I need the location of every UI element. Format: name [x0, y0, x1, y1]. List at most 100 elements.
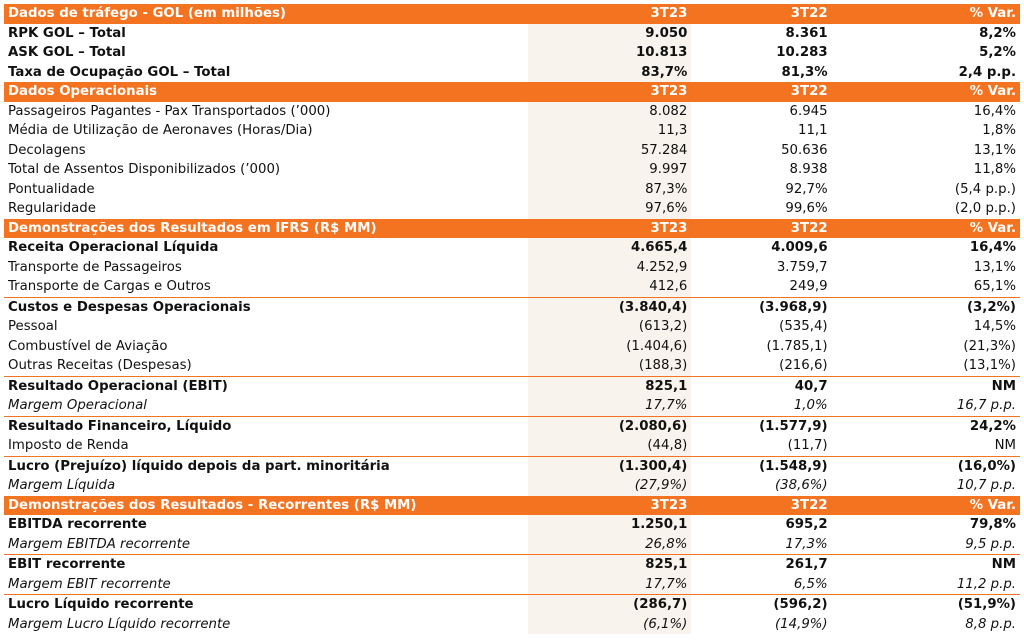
row-label: Margem Operacional — [8, 398, 148, 413]
value-3t23: 11,3 — [528, 121, 692, 141]
table-row: Pontualidade 87,3% 92,7% (5,4 p.p.) — [4, 179, 1020, 199]
value-var: 9,5 p.p. — [965, 536, 1016, 552]
value-var: (51,9%) — [831, 594, 1020, 615]
value-3t23: 10.813 — [528, 43, 692, 63]
row-label: Taxa de Ocupação GOL – Total — [8, 64, 231, 80]
row-label: Margem Líquida — [8, 478, 116, 493]
value-3t22: (1.577,9) — [691, 415, 832, 436]
column-header: 3T22 — [691, 4, 832, 24]
value-3t23: 17,7% — [528, 574, 692, 595]
value-var: (2,0 p.p.) — [954, 201, 1016, 216]
row-label: Outras Receitas (Despesas) — [8, 358, 192, 373]
value-3t23: 87,3% — [528, 179, 692, 199]
value-var: 1,8% — [982, 123, 1016, 138]
row-label: RPK GOL – Total — [8, 25, 126, 41]
column-header: 3T23 — [528, 82, 692, 102]
section-title: Demonstrações dos Resultados em IFRS (R$… — [4, 218, 529, 238]
row-label: EBIT recorrente — [4, 554, 529, 575]
value-3t22: 81,3% — [781, 64, 828, 80]
value-3t23: 83,7% — [528, 62, 692, 82]
value-3t23: 1.250,1 — [528, 515, 692, 535]
value-3t22: 3.759,7 — [776, 259, 828, 275]
section-title: Dados Operacionais — [4, 82, 529, 102]
value-var: 11,8% — [973, 162, 1016, 177]
column-header: 3T22 — [691, 495, 832, 515]
value-3t22: 6,5% — [793, 576, 828, 592]
row-label: Margem EBITDA recorrente — [8, 536, 191, 552]
row-label: Pessoal — [8, 319, 58, 334]
value-3t23: 26,8% — [528, 534, 692, 555]
value-var: 14,5% — [973, 319, 1016, 334]
value-var: 10,7 p.p. — [956, 478, 1016, 493]
value-var: (21,3%) — [963, 338, 1016, 354]
table-row: Transporte de Passageiros 4.252,9 3.759,7 1… — [4, 257, 1020, 277]
value-3t22: 92,7% — [785, 181, 828, 197]
value-3t23: 412,6 — [528, 277, 692, 297]
value-3t23: 17,7% — [528, 396, 692, 416]
value-var: 8,2% — [979, 25, 1016, 41]
value-3t22: (216,6) — [779, 358, 828, 373]
table-row: Taxa de Ocupação GOL – Total 83,7% 81,3% 2,… — [4, 62, 1020, 82]
value-3t22: (14,9%) — [774, 616, 828, 632]
value-3t23: (3.840,4) — [528, 296, 692, 317]
table-row: Outras Receitas (Despesas) (188,3) (216,6)… — [4, 356, 1020, 376]
table-row: Passageiros Pagantes - Pax Transportados… — [4, 101, 1020, 121]
table-row: EBITDA recorrente 1.250,1 695,2 79,8% — [4, 515, 1020, 535]
row-label: Imposto de Renda — [8, 438, 129, 453]
row-label: Receita Operacional Líquida — [8, 240, 219, 255]
value-3t23: 9.050 — [528, 23, 692, 43]
value-var: NM — [994, 438, 1016, 453]
section-header: Dados de tráfego - GOL (em milhões) 3T23 3… — [4, 4, 1020, 24]
value-var: (16,0%) — [831, 455, 1020, 476]
row-label: ASK GOL – Total — [8, 45, 126, 60]
value-var: 24,2% — [831, 415, 1020, 436]
value-3t23: 825,1 — [528, 375, 692, 396]
row-label: Média de Utilização de Aeronaves (Horas/… — [8, 123, 313, 138]
row-label: Regularidade — [8, 201, 96, 216]
value-3t22: 99,6% — [785, 201, 828, 216]
row-label: Pontualidade — [8, 181, 95, 197]
value-3t23: (6,1%) — [528, 614, 692, 634]
value-3t22: (535,4) — [779, 319, 828, 334]
row-label: Decolagens — [8, 142, 86, 158]
value-3t23: (44,8) — [528, 436, 692, 456]
value-3t23: 97,6% — [528, 199, 692, 219]
table-row: Margem Líquida (27,9%) (38,6%) 10,7 p.p. — [4, 476, 1020, 496]
value-3t22: (11,7) — [787, 438, 828, 453]
table-row: Margem EBITDA recorrente 26,8% 17,3% 9,5 p.… — [4, 534, 1020, 555]
table-row: Lucro (Prejuízo) líquido depois da part.… — [4, 455, 1020, 476]
table-row: EBIT recorrente 825,1 261,7 NM — [4, 554, 1020, 575]
value-3t22: (596,2) — [691, 594, 832, 615]
value-var: 2,4 p.p. — [958, 64, 1016, 80]
value-var: 16,7 p.p. — [956, 398, 1016, 413]
row-label: Lucro (Prejuízo) líquido depois da part.… — [4, 455, 529, 476]
section-title: Dados de tráfego - GOL (em milhões) — [4, 4, 529, 24]
table-row: Decolagens 57.284 50.636 13,1% — [4, 140, 1020, 160]
table-row: Margem EBIT recorrente 17,7% 6,5% 11,2 p.p. — [4, 574, 1020, 595]
table-row: Resultado Operacional (EBIT) 825,1 40,7 NM — [4, 375, 1020, 396]
row-label: Custos e Despesas Operacionais — [4, 296, 529, 317]
column-header: 3T22 — [691, 218, 832, 238]
value-var: 16,4% — [973, 103, 1016, 119]
table-row: Custos e Despesas Operacionais (3.840,4)(… — [4, 296, 1020, 317]
column-header: 3T23 — [528, 495, 692, 515]
value-3t22: 10.283 — [776, 45, 828, 60]
column-header: 3T23 — [528, 218, 692, 238]
column-header: % Var. — [831, 82, 1020, 102]
table-row: Transporte de Cargas e Outros 412,6 249,9 6… — [4, 277, 1020, 297]
row-label: Total de Assentos Disponibilizados (’000… — [8, 162, 281, 177]
row-label: Transporte de Passageiros — [8, 259, 182, 275]
row-label: Combustível de Aviação — [8, 338, 168, 354]
value-3t23: (188,3) — [528, 356, 692, 376]
value-3t22: 6.945 — [789, 103, 828, 119]
value-var: 8,8 p.p. — [965, 616, 1016, 632]
row-label: Resultado Operacional (EBIT) — [4, 375, 529, 396]
value-var: 11,2 p.p. — [956, 576, 1016, 592]
column-header: 3T23 — [528, 4, 692, 24]
table-row: ASK GOL – Total 10.813 10.283 5,2% — [4, 43, 1020, 63]
table-row: Pessoal (613,2) (535,4) 14,5% — [4, 317, 1020, 337]
value-3t23: (2.080,6) — [528, 415, 692, 436]
value-3t22: (1.548,9) — [691, 455, 832, 476]
section-header: Demonstrações dos Resultados - Recorrent… — [4, 495, 1020, 515]
table-row: Resultado Financeiro, Líquido (2.080,6) (1… — [4, 415, 1020, 436]
